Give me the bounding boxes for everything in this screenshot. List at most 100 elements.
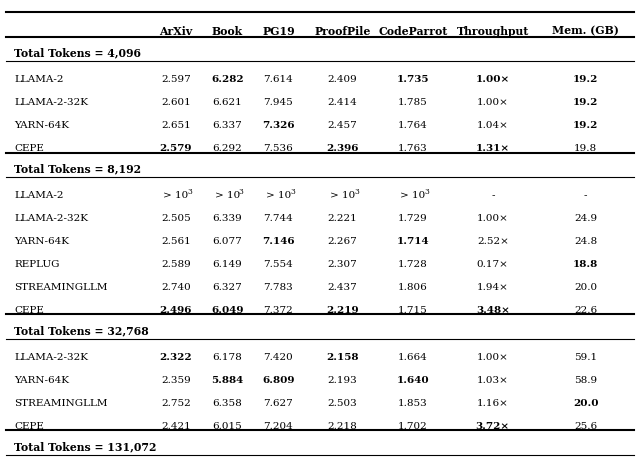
Text: 7.945: 7.945 <box>264 98 293 107</box>
Text: 59.1: 59.1 <box>574 353 597 362</box>
Text: -: - <box>491 191 495 200</box>
Text: 2.457: 2.457 <box>328 121 357 130</box>
Text: 1.00×: 1.00× <box>476 75 510 84</box>
Text: REPLUG: REPLUG <box>14 260 60 269</box>
Text: 2.601: 2.601 <box>161 98 191 107</box>
Text: > 10: > 10 <box>330 191 355 200</box>
Text: 2.322: 2.322 <box>160 353 192 362</box>
Text: 6.049: 6.049 <box>211 306 243 315</box>
Text: LLAMA-2: LLAMA-2 <box>14 191 63 200</box>
Text: 3: 3 <box>239 188 244 196</box>
Text: 2.740: 2.740 <box>161 283 191 292</box>
Text: 6.339: 6.339 <box>212 214 242 223</box>
Text: 2.437: 2.437 <box>328 283 357 292</box>
Text: 3: 3 <box>188 188 193 196</box>
Text: 2.221: 2.221 <box>328 214 357 223</box>
Text: 19.2: 19.2 <box>573 98 598 107</box>
Text: 6.327: 6.327 <box>212 283 242 292</box>
Text: 1.664: 1.664 <box>398 353 428 362</box>
Text: 2.414: 2.414 <box>328 98 357 107</box>
Text: YARN-64K: YARN-64K <box>14 121 69 130</box>
Text: 2.267: 2.267 <box>328 237 357 246</box>
Text: > 10: > 10 <box>214 191 240 200</box>
Text: 2.503: 2.503 <box>328 399 357 408</box>
Text: 6.292: 6.292 <box>212 144 242 153</box>
Text: 3: 3 <box>290 188 295 196</box>
Text: 7.627: 7.627 <box>264 399 293 408</box>
Text: 6.621: 6.621 <box>212 98 242 107</box>
Text: 1.00×: 1.00× <box>477 98 509 107</box>
Text: 2.579: 2.579 <box>160 144 192 153</box>
Text: 7.783: 7.783 <box>264 283 293 292</box>
Text: 7.614: 7.614 <box>264 75 293 84</box>
Text: 1.00×: 1.00× <box>477 353 509 362</box>
Text: Total Tokens = 131,072: Total Tokens = 131,072 <box>14 442 157 452</box>
Text: 6.282: 6.282 <box>211 75 243 84</box>
Text: 7.554: 7.554 <box>264 260 293 269</box>
Text: Book: Book <box>212 25 243 37</box>
Text: 2.409: 2.409 <box>328 75 357 84</box>
Text: 2.219: 2.219 <box>326 306 358 315</box>
Text: 3: 3 <box>424 188 429 196</box>
Text: 5.884: 5.884 <box>211 376 243 385</box>
Text: 6.809: 6.809 <box>262 376 294 385</box>
Text: 20.0: 20.0 <box>573 399 598 408</box>
Text: 6.178: 6.178 <box>212 353 242 362</box>
Text: 1.806: 1.806 <box>398 283 428 292</box>
Text: 1.31×: 1.31× <box>476 144 510 153</box>
Text: Mem. (GB): Mem. (GB) <box>552 25 619 37</box>
Text: 2.359: 2.359 <box>161 376 191 385</box>
Text: 18.8: 18.8 <box>573 260 598 269</box>
Text: 2.505: 2.505 <box>161 214 191 223</box>
Text: 0.17×: 0.17× <box>477 260 509 269</box>
Text: 1.764: 1.764 <box>398 121 428 130</box>
Text: 25.6: 25.6 <box>574 422 597 431</box>
Text: 6.149: 6.149 <box>212 260 242 269</box>
Text: 6.015: 6.015 <box>212 422 242 431</box>
Text: 2.589: 2.589 <box>161 260 191 269</box>
Text: 20.0: 20.0 <box>574 283 597 292</box>
Text: CEPE: CEPE <box>14 144 44 153</box>
Text: YARN-64K: YARN-64K <box>14 376 69 385</box>
Text: LLAMA-2: LLAMA-2 <box>14 75 63 84</box>
Text: -: - <box>584 191 588 200</box>
Text: 19.8: 19.8 <box>574 144 597 153</box>
Text: 2.193: 2.193 <box>328 376 357 385</box>
Text: YARN-64K: YARN-64K <box>14 237 69 246</box>
Text: 24.8: 24.8 <box>574 237 597 246</box>
Text: 19.2: 19.2 <box>573 121 598 130</box>
Text: PG19: PG19 <box>262 25 294 37</box>
Text: 1.94×: 1.94× <box>477 283 509 292</box>
Text: 1.853: 1.853 <box>398 399 428 408</box>
Text: LLAMA-2-32K: LLAMA-2-32K <box>14 214 88 223</box>
Text: 2.752: 2.752 <box>161 399 191 408</box>
Text: 1.04×: 1.04× <box>477 121 509 130</box>
Text: 1.735: 1.735 <box>397 75 429 84</box>
Text: 2.496: 2.496 <box>160 306 192 315</box>
Text: 24.9: 24.9 <box>574 214 597 223</box>
Text: 1.715: 1.715 <box>398 306 428 315</box>
Text: 7.146: 7.146 <box>262 237 294 246</box>
Text: 1.702: 1.702 <box>398 422 428 431</box>
Text: 58.9: 58.9 <box>574 376 597 385</box>
Text: Total Tokens = 32,768: Total Tokens = 32,768 <box>14 325 149 337</box>
Text: 2.396: 2.396 <box>326 144 358 153</box>
Text: 3.72×: 3.72× <box>476 422 510 431</box>
Text: 2.52×: 2.52× <box>477 237 509 246</box>
Text: 2.158: 2.158 <box>326 353 358 362</box>
Text: STREAMINGLLM: STREAMINGLLM <box>14 399 108 408</box>
Text: 2.651: 2.651 <box>161 121 191 130</box>
Text: 1.03×: 1.03× <box>477 376 509 385</box>
Text: 6.077: 6.077 <box>212 237 242 246</box>
Text: Total Tokens = 8,192: Total Tokens = 8,192 <box>14 164 141 175</box>
Text: > 10: > 10 <box>163 191 189 200</box>
Text: 19.2: 19.2 <box>573 75 598 84</box>
Text: 1.714: 1.714 <box>397 237 429 246</box>
Text: Total Tokens = 4,096: Total Tokens = 4,096 <box>14 48 141 59</box>
Text: 1.16×: 1.16× <box>477 399 509 408</box>
Text: 7.744: 7.744 <box>264 214 293 223</box>
Text: 6.358: 6.358 <box>212 399 242 408</box>
Text: 1.640: 1.640 <box>397 376 429 385</box>
Text: 2.218: 2.218 <box>328 422 357 431</box>
Text: 1.763: 1.763 <box>398 144 428 153</box>
